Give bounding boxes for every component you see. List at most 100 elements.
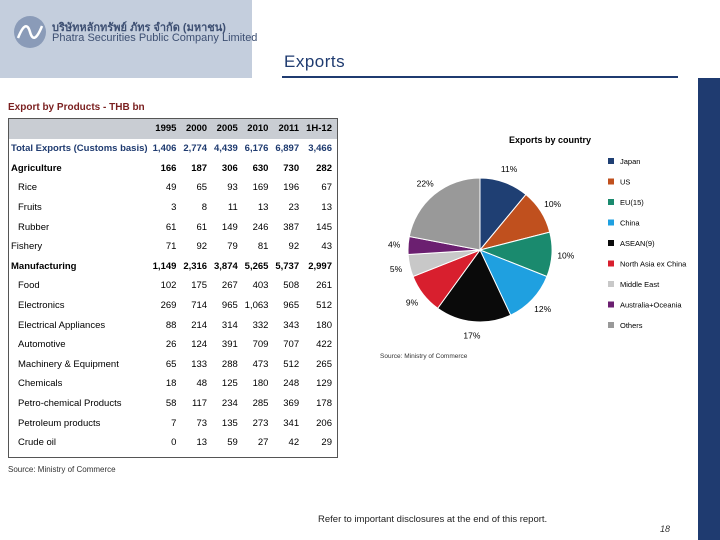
- table-cell: 187: [191, 162, 208, 174]
- table-cell: 512: [283, 358, 300, 370]
- table-cell: 273: [252, 417, 269, 429]
- pie-label: 4%: [388, 240, 401, 250]
- table-cell: 2,316: [183, 260, 208, 272]
- table-cell: 206: [316, 417, 332, 429]
- table-row-label: Agriculture: [11, 162, 62, 174]
- table-row: Manufacturing 1,149 2,316 3,874 5,265 5,737 2,…: [8, 257, 338, 277]
- table-cell: 214: [191, 319, 208, 331]
- disclaimer-text: Refer to important disclosures at the en…: [318, 514, 548, 525]
- table-cell: 7: [171, 417, 177, 429]
- pie-label: 9%: [406, 298, 419, 308]
- table-cell: 269: [160, 300, 177, 312]
- table-cell: 180: [252, 378, 269, 390]
- legend-swatch: [608, 260, 614, 267]
- table-cell: 341: [283, 417, 300, 429]
- table-cell: 88: [165, 319, 177, 331]
- pie-label: 17%: [463, 331, 480, 341]
- table-cell: 4,439: [213, 143, 238, 155]
- legend-swatch: [608, 178, 614, 185]
- table-cell: 261: [316, 280, 332, 292]
- legend-swatch: [608, 322, 614, 328]
- table-row-label: Fishery: [11, 241, 43, 253]
- table-cell: 265: [316, 358, 332, 370]
- chart-source: Source: Ministry of Commerce: [380, 353, 468, 360]
- table-cell: 23: [288, 202, 300, 214]
- pie-label: 10%: [544, 199, 561, 209]
- table-cell: 3,466: [308, 143, 332, 155]
- table-row: Total Exports (Customs basis) 1,406 2,774 4…: [8, 139, 338, 159]
- table-cell: 288: [221, 358, 238, 370]
- table-cell: 58: [165, 398, 177, 410]
- table-row-label: Rice: [18, 182, 38, 194]
- export-products-table: 1995 2000 2005 2010 2011 1H-12 Total Exports …: [8, 118, 338, 453]
- table-cell: 13: [257, 202, 269, 214]
- table-title: Export by Products - THB bn: [8, 102, 145, 113]
- table-cell: 133: [191, 358, 208, 370]
- table-cell: 709: [252, 339, 269, 351]
- legend-entry: Japan: [620, 157, 640, 166]
- table-row: Rice 49 65 93 169 196 67: [8, 178, 338, 198]
- table-cell: 1,063: [244, 300, 269, 312]
- legend-entry: ASEAN(9): [620, 239, 655, 248]
- table-header-year: 2010: [243, 118, 275, 139]
- table-row-label: Petroleum products: [18, 417, 101, 429]
- table-header-year: 2005: [213, 118, 244, 139]
- table-cell: 48: [196, 378, 208, 390]
- table-row: Automotive 26 124 391 709 707 422: [8, 335, 338, 355]
- table-cell: 49: [165, 182, 177, 194]
- table-cell: 13: [321, 202, 332, 214]
- table-row: Fruits 3 8 11 13 23 13: [8, 198, 338, 218]
- page-number: 18: [660, 524, 671, 534]
- legend-swatch: [608, 301, 614, 308]
- table-cell: 65: [165, 358, 177, 370]
- table-cell: 965: [221, 300, 238, 312]
- table-cell: 1,406: [152, 143, 177, 155]
- table-row: Rubber 61 61 149 246 387 145: [8, 217, 338, 237]
- exports-by-country-chart: Exports by country 11% 10% 10% 12% 17% 9% 5% 4% 2…: [380, 135, 687, 360]
- table-row-label: Total Exports (Customs basis): [11, 143, 148, 155]
- table-row-label: Crude oil: [18, 437, 57, 449]
- legend-swatch: [608, 199, 614, 205]
- table-row: Petroleum products 7 73 135 273 341 206: [8, 413, 338, 433]
- table-source: Source: Ministry of Commerce: [8, 465, 116, 474]
- table-cell: 27: [257, 437, 269, 449]
- legend-entry: Australia+Oceania: [620, 301, 682, 310]
- table-cell: 5,265: [244, 260, 269, 272]
- legend-entry: Others: [620, 321, 643, 330]
- table-cell: 102: [160, 280, 177, 292]
- table-cell: 71: [165, 241, 177, 253]
- table-cell: 196: [283, 182, 300, 194]
- table-cell: 178: [316, 398, 332, 410]
- table-cell: 61: [196, 221, 208, 233]
- company-name-english: Phatra Securities Public Company Limited: [52, 32, 258, 44]
- table-cell: 369: [283, 398, 300, 410]
- table-cell: 246: [252, 221, 269, 233]
- table-cell: 1,149: [152, 260, 177, 272]
- page-title: Exports: [284, 52, 346, 71]
- table-cell: 282: [316, 162, 332, 174]
- table-cell: 0: [171, 437, 177, 449]
- table-cell: 306: [221, 162, 238, 174]
- table-cell: 93: [227, 182, 238, 194]
- table-cell: 332: [252, 319, 269, 331]
- table-row: Food 102 175 267 403 508 261: [8, 276, 338, 296]
- table-header-year: 1995: [151, 118, 183, 139]
- table-cell: 81: [257, 241, 269, 253]
- table-cell: 285: [252, 398, 269, 410]
- table-cell: 92: [288, 241, 300, 253]
- table-header-row: 1995 2000 2005 2010 2011 1H-12: [8, 118, 338, 139]
- pie-label: 11%: [501, 164, 518, 174]
- pie-label: 12%: [534, 304, 551, 314]
- table-header-label: [8, 118, 152, 139]
- table-row-label: Fruits: [18, 202, 42, 214]
- table-cell: 3,874: [213, 260, 238, 272]
- table-cell: 730: [283, 162, 300, 174]
- legend-entry: Middle East: [620, 280, 660, 289]
- table-cell: 391: [221, 339, 238, 351]
- pie-slice-others: [408, 177, 481, 251]
- table-cell: 267: [221, 280, 238, 292]
- legend-entry: EU(15): [620, 198, 644, 207]
- table-cell: 42: [288, 437, 300, 449]
- legend-swatch: [608, 158, 614, 164]
- table-cell: 403: [252, 280, 269, 292]
